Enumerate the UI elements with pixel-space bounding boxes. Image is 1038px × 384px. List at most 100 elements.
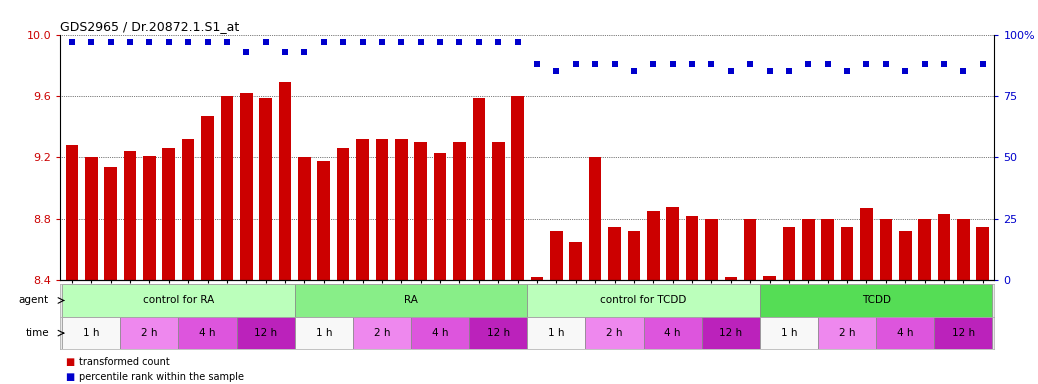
Text: 4 h: 4 h xyxy=(199,328,216,338)
Point xyxy=(781,68,797,74)
Point xyxy=(161,39,177,45)
Bar xyxy=(686,216,699,280)
Bar xyxy=(395,139,408,280)
Bar xyxy=(240,93,252,280)
Bar xyxy=(454,142,466,280)
Point xyxy=(83,39,100,45)
Text: 12 h: 12 h xyxy=(254,328,277,338)
Point xyxy=(238,49,254,55)
Bar xyxy=(492,142,504,280)
Point xyxy=(975,61,991,67)
Bar xyxy=(411,317,469,349)
Point xyxy=(742,61,759,67)
Bar xyxy=(104,167,117,280)
Point xyxy=(335,39,352,45)
Bar xyxy=(62,317,120,349)
Bar xyxy=(295,317,353,349)
Point xyxy=(277,49,294,55)
Text: 1 h: 1 h xyxy=(548,328,565,338)
Bar xyxy=(65,145,78,280)
Point xyxy=(528,61,545,67)
Point xyxy=(917,61,933,67)
Bar xyxy=(608,227,621,280)
Point xyxy=(839,68,855,74)
Bar xyxy=(841,227,853,280)
Bar xyxy=(469,317,527,349)
Point xyxy=(354,39,371,45)
Point xyxy=(568,61,584,67)
Point xyxy=(141,39,158,45)
Bar xyxy=(179,317,237,349)
Bar xyxy=(260,98,272,280)
Text: 4 h: 4 h xyxy=(897,328,913,338)
Bar xyxy=(201,116,214,280)
Point xyxy=(586,61,603,67)
Text: 2 h: 2 h xyxy=(374,328,390,338)
Text: 12 h: 12 h xyxy=(719,328,742,338)
Text: control for TCDD: control for TCDD xyxy=(600,295,687,306)
Point xyxy=(897,68,913,74)
Bar xyxy=(295,284,527,317)
Bar xyxy=(760,284,992,317)
Point xyxy=(296,49,312,55)
Bar xyxy=(550,231,563,280)
Bar xyxy=(279,82,292,280)
Bar xyxy=(861,208,873,280)
Bar xyxy=(318,161,330,280)
Bar xyxy=(221,96,234,280)
Bar xyxy=(628,231,640,280)
Bar xyxy=(818,317,876,349)
Text: 1 h: 1 h xyxy=(83,328,100,338)
Text: control for RA: control for RA xyxy=(143,295,214,306)
Point xyxy=(374,39,390,45)
Text: agent: agent xyxy=(19,295,49,306)
Text: 12 h: 12 h xyxy=(487,328,510,338)
Text: 2 h: 2 h xyxy=(606,328,623,338)
Point xyxy=(432,39,448,45)
Bar xyxy=(937,214,951,280)
Point xyxy=(103,39,119,45)
Point xyxy=(219,39,236,45)
Bar xyxy=(802,219,815,280)
Point xyxy=(470,39,487,45)
Point xyxy=(645,61,661,67)
Bar xyxy=(376,139,388,280)
Text: 4 h: 4 h xyxy=(432,328,448,338)
Bar xyxy=(512,96,524,280)
Point xyxy=(510,39,526,45)
Bar xyxy=(353,317,411,349)
Text: 2 h: 2 h xyxy=(141,328,158,338)
Point xyxy=(412,39,429,45)
Bar xyxy=(337,148,350,280)
Point xyxy=(199,39,216,45)
Bar xyxy=(744,219,757,280)
Bar xyxy=(702,317,760,349)
Text: ■: ■ xyxy=(65,372,75,382)
Text: 1 h: 1 h xyxy=(781,328,797,338)
Point xyxy=(180,39,196,45)
Bar xyxy=(763,276,775,280)
Text: 1 h: 1 h xyxy=(316,328,332,338)
Point xyxy=(722,68,739,74)
Point xyxy=(858,61,875,67)
Point xyxy=(819,61,836,67)
Point xyxy=(452,39,468,45)
Bar xyxy=(124,151,136,280)
Bar xyxy=(977,227,989,280)
Point xyxy=(684,61,701,67)
Point xyxy=(955,68,972,74)
Point xyxy=(121,39,138,45)
Text: GDS2965 / Dr.20872.1.S1_at: GDS2965 / Dr.20872.1.S1_at xyxy=(60,20,240,33)
Bar xyxy=(120,317,179,349)
Text: 2 h: 2 h xyxy=(839,328,855,338)
Text: RA: RA xyxy=(404,295,418,306)
Bar xyxy=(570,242,582,280)
Text: time: time xyxy=(25,328,49,338)
Bar xyxy=(705,219,717,280)
Point xyxy=(935,61,952,67)
Text: transformed count: transformed count xyxy=(79,356,169,367)
Bar xyxy=(85,157,98,280)
Text: percentile rank within the sample: percentile rank within the sample xyxy=(79,372,244,382)
Bar xyxy=(644,317,702,349)
Bar xyxy=(934,317,992,349)
